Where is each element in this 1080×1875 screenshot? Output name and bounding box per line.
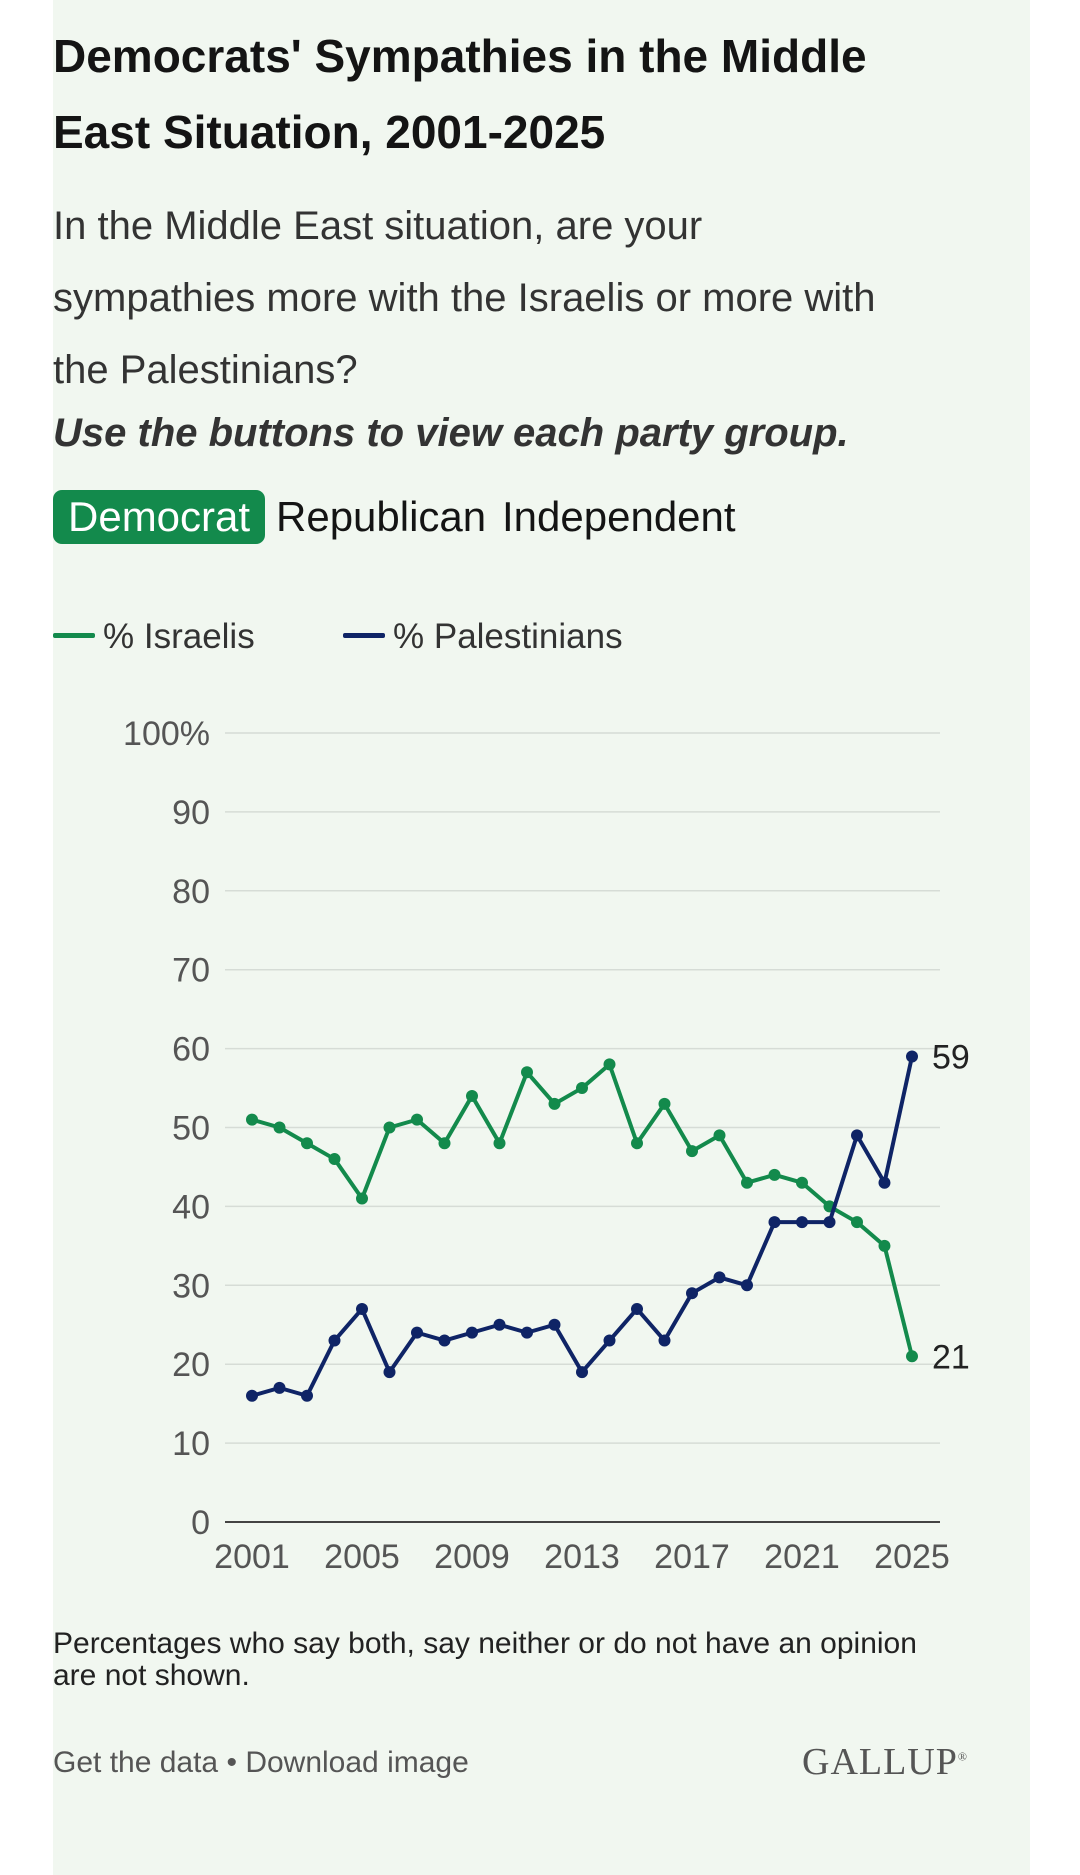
line-chart: 0 10 20 30 40 50 60 70 80 90 100% 2001 2005 2009 2013 2… (123, 715, 970, 1576)
y-tick-label: 10 (172, 1425, 210, 1463)
data-point (878, 1176, 891, 1189)
chart-title: Democrats' Sympathies in the Middle East… (53, 30, 867, 158)
download-image-link[interactable]: Download image (245, 1746, 469, 1779)
data-point (521, 1326, 533, 1339)
legend-item-palestinians: % Palestinians (343, 612, 623, 662)
chart-card (53, 0, 1030, 1875)
footnote: Percentages who say both, say neither or… (53, 1627, 917, 1692)
data-point (356, 1192, 368, 1205)
data-point (328, 1153, 341, 1166)
data-point (741, 1279, 753, 1292)
data-point (356, 1302, 368, 1315)
data-point (878, 1239, 891, 1252)
data-point (301, 1389, 313, 1402)
y-tick-label: 90 (172, 794, 210, 832)
x-tick-label: 2021 (764, 1538, 840, 1576)
series-line-israelis (250, 1062, 914, 1359)
tab-republican[interactable]: Republican (276, 493, 487, 540)
legend-swatch-israelis (53, 633, 95, 639)
data-point (383, 1121, 396, 1134)
legend-swatch-palestinians (343, 633, 385, 639)
data-point (686, 1145, 698, 1158)
end-value-label: 59 (932, 1038, 970, 1076)
data-point (658, 1334, 671, 1347)
get-data-link[interactable]: Get the data (53, 1746, 219, 1779)
x-tick-label: 2005 (324, 1538, 400, 1576)
data-point (493, 1318, 506, 1331)
data-point (823, 1216, 836, 1229)
legend-label-palestinians: % Palestinians (393, 617, 623, 656)
data-point (796, 1176, 808, 1189)
data-point (548, 1318, 561, 1331)
data-point (273, 1121, 286, 1134)
data-point (768, 1168, 781, 1181)
y-tick-label: 100% (123, 715, 210, 753)
x-tick-label: 2001 (214, 1538, 290, 1576)
data-point (631, 1302, 643, 1315)
data-point (548, 1097, 561, 1110)
y-tick-label: 30 (172, 1267, 210, 1305)
data-point (246, 1113, 258, 1126)
data-point (466, 1326, 478, 1339)
data-point (713, 1129, 726, 1142)
y-tick-label: 70 (172, 952, 210, 990)
data-point (411, 1326, 423, 1339)
y-tick-label: 0 (191, 1504, 210, 1542)
y-tick-label: 50 (172, 1110, 210, 1148)
x-tick-label: 2013 (544, 1538, 620, 1576)
data-point (576, 1366, 588, 1379)
data-point (741, 1176, 753, 1189)
survey-question: In the Middle East situation, are your s… (53, 204, 876, 392)
y-tick-label: 20 (172, 1346, 210, 1384)
legend-label-israelis: % Israelis (103, 617, 255, 656)
gallup-logo: GALLUP® (802, 1741, 969, 1783)
tab-independent[interactable]: Independent (502, 493, 736, 540)
x-tick-label: 2025 (874, 1538, 950, 1576)
data-point (438, 1334, 451, 1347)
data-point (576, 1082, 588, 1095)
data-point (383, 1366, 396, 1379)
data-point (686, 1287, 698, 1300)
data-point (713, 1271, 726, 1284)
data-point (631, 1137, 643, 1150)
data-point (301, 1137, 313, 1150)
data-point (768, 1216, 781, 1229)
x-tick-label: 2017 (654, 1538, 730, 1576)
y-tick-label: 40 (172, 1188, 210, 1226)
instruction-text: Use the buttons to view each party group… (53, 411, 849, 455)
data-point (658, 1097, 671, 1110)
footer-separator: • (218, 1746, 246, 1779)
data-point (851, 1216, 863, 1229)
data-point (851, 1129, 863, 1142)
data-point (906, 1050, 918, 1063)
data-point (328, 1334, 341, 1347)
data-point (493, 1137, 506, 1150)
data-point (438, 1137, 451, 1150)
data-point (411, 1113, 423, 1126)
end-value-label: 21 (932, 1338, 970, 1376)
y-tick-label: 60 (172, 1031, 210, 1069)
series-line-palestinians (250, 1054, 914, 1398)
data-point (796, 1216, 808, 1229)
legend-item-israelis: % Israelis (53, 612, 255, 662)
tab-democrat[interactable]: Democrat (53, 490, 266, 544)
footer-links: Get the data • Download image (53, 1746, 469, 1780)
x-tick-label: 2009 (434, 1538, 510, 1576)
data-point (603, 1058, 616, 1071)
data-point (521, 1066, 533, 1079)
data-point (273, 1381, 286, 1394)
y-tick-label: 80 (172, 873, 210, 911)
data-point (246, 1389, 258, 1402)
data-point (603, 1334, 616, 1347)
data-point (466, 1089, 478, 1102)
data-point (906, 1350, 918, 1363)
